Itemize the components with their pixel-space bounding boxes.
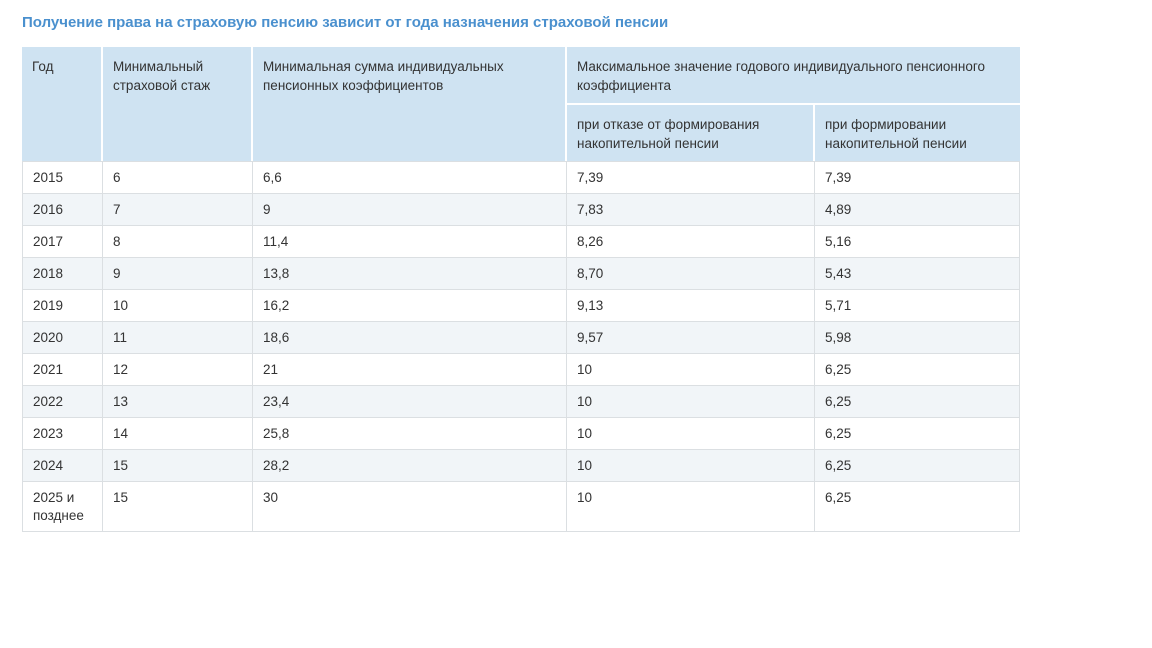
cell-min-coeff-sum: 9	[253, 194, 567, 226]
table-row: 2019 10 16,2 9,13 5,71	[22, 290, 1021, 322]
cell-opt-out: 7,83	[567, 194, 815, 226]
cell-min-service: 8	[103, 226, 253, 258]
column-header-min-service: Минимальный страховой стаж	[103, 47, 253, 161]
cell-min-service: 7	[103, 194, 253, 226]
cell-year: 2018	[22, 258, 103, 290]
page-title: Получение права на страховую пенсию зави…	[22, 14, 669, 31]
cell-opt-in: 7,39	[815, 161, 1021, 194]
cell-min-coeff-sum: 28,2	[253, 450, 567, 482]
cell-year: 2016	[22, 194, 103, 226]
cell-opt-out: 10	[567, 450, 815, 482]
column-header-opt-in: при формировании накопительной пенсии	[815, 105, 1021, 161]
cell-year: 2023	[22, 418, 103, 450]
pension-table: Год Минимальный страховой стаж Минимальн…	[22, 47, 1021, 532]
cell-opt-in: 6,25	[815, 418, 1021, 450]
cell-year: 2025 и позднее	[22, 482, 103, 532]
cell-opt-in: 6,25	[815, 450, 1021, 482]
cell-min-coeff-sum: 11,4	[253, 226, 567, 258]
table-row: 2025 и позднее 15 30 10 6,25	[22, 482, 1021, 532]
cell-opt-out: 9,57	[567, 322, 815, 354]
cell-opt-in: 5,71	[815, 290, 1021, 322]
cell-opt-in: 4,89	[815, 194, 1021, 226]
column-header-year: Год	[22, 47, 103, 161]
cell-opt-out: 8,26	[567, 226, 815, 258]
cell-min-coeff-sum: 25,8	[253, 418, 567, 450]
cell-min-service: 15	[103, 450, 253, 482]
table-body: 2015 6 6,6 7,39 7,39 2016 7 9 7,83 4,89 …	[22, 161, 1021, 532]
cell-opt-out: 10	[567, 482, 815, 532]
cell-min-service: 11	[103, 322, 253, 354]
cell-opt-out: 7,39	[567, 161, 815, 194]
cell-year: 2021	[22, 354, 103, 386]
cell-year: 2024	[22, 450, 103, 482]
table-row: 2021 12 21 10 6,25	[22, 354, 1021, 386]
cell-min-coeff-sum: 18,6	[253, 322, 567, 354]
cell-min-service: 10	[103, 290, 253, 322]
column-header-opt-out: при отказе от формирования накопительной…	[567, 105, 815, 161]
cell-year: 2015	[22, 161, 103, 194]
cell-min-coeff-sum: 23,4	[253, 386, 567, 418]
cell-opt-out: 10	[567, 354, 815, 386]
cell-opt-in: 5,16	[815, 226, 1021, 258]
cell-opt-in: 6,25	[815, 354, 1021, 386]
cell-opt-in: 6,25	[815, 386, 1021, 418]
cell-min-service: 14	[103, 418, 253, 450]
cell-min-service: 15	[103, 482, 253, 532]
table-row: 2022 13 23,4 10 6,25	[22, 386, 1021, 418]
cell-min-service: 12	[103, 354, 253, 386]
table-row: 2024 15 28,2 10 6,25	[22, 450, 1021, 482]
cell-opt-out: 10	[567, 418, 815, 450]
cell-year: 2022	[22, 386, 103, 418]
table-header: Год Минимальный страховой стаж Минимальн…	[22, 47, 1021, 161]
table-row: 2016 7 9 7,83 4,89	[22, 194, 1021, 226]
cell-opt-out: 8,70	[567, 258, 815, 290]
cell-min-coeff-sum: 30	[253, 482, 567, 532]
table-row: 2018 9 13,8 8,70 5,43	[22, 258, 1021, 290]
cell-min-service: 13	[103, 386, 253, 418]
cell-min-coeff-sum: 16,2	[253, 290, 567, 322]
column-header-min-coeff-sum: Минимальная сумма индивидуальных пенсион…	[253, 47, 567, 161]
cell-opt-in: 6,25	[815, 482, 1021, 532]
cell-year: 2020	[22, 322, 103, 354]
table-row: 2023 14 25,8 10 6,25	[22, 418, 1021, 450]
cell-year: 2019	[22, 290, 103, 322]
cell-year: 2017	[22, 226, 103, 258]
column-header-max-coeff-group: Максимальное значение годового индивидуа…	[567, 47, 1021, 105]
cell-min-coeff-sum: 13,8	[253, 258, 567, 290]
cell-opt-in: 5,98	[815, 322, 1021, 354]
cell-min-service: 9	[103, 258, 253, 290]
table-row: 2015 6 6,6 7,39 7,39	[22, 161, 1021, 194]
cell-min-coeff-sum: 21	[253, 354, 567, 386]
content-area: Получение права на страховую пенсию зави…	[22, 14, 1021, 532]
cell-min-service: 6	[103, 161, 253, 194]
cell-opt-out: 9,13	[567, 290, 815, 322]
table-row: 2017 8 11,4 8,26 5,16	[22, 226, 1021, 258]
cell-opt-out: 10	[567, 386, 815, 418]
cell-opt-in: 5,43	[815, 258, 1021, 290]
cell-min-coeff-sum: 6,6	[253, 161, 567, 194]
table-row: 2020 11 18,6 9,57 5,98	[22, 322, 1021, 354]
